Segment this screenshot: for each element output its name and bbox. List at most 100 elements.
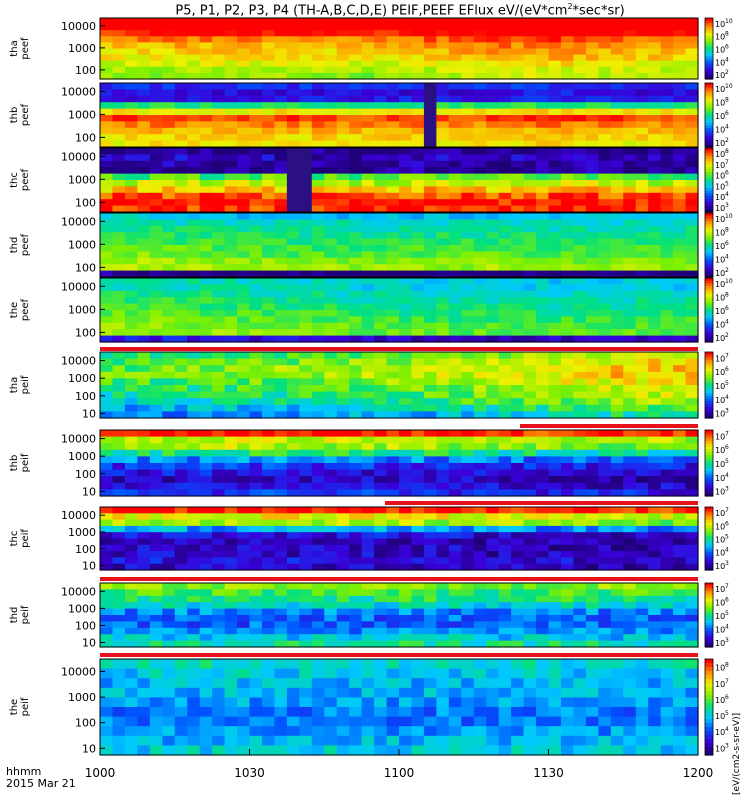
heatmap-cell: [299, 544, 313, 552]
heatmap-cell: [648, 525, 662, 533]
heatmap-cell: [660, 476, 674, 484]
heatmap-cell: [423, 365, 437, 373]
heatmap-cell: [548, 199, 562, 207]
heatmap-cell: [685, 60, 699, 68]
heatmap-cell: [673, 83, 687, 90]
heatmap-cell: [137, 30, 151, 37]
heatmap-cell: [361, 519, 375, 527]
heatmap-cell: [349, 30, 363, 37]
heatmap-cell: [112, 621, 126, 629]
heatmap-cell: [648, 180, 662, 187]
heatmap-cell: [149, 634, 163, 642]
heatmap-cell: [399, 544, 413, 552]
heatmap-cell: [573, 213, 587, 220]
heatmap-cell: [349, 391, 363, 399]
heatmap-cell: [635, 583, 649, 590]
heatmap-cell: [124, 482, 138, 490]
heatmap-cell: [560, 322, 575, 330]
heatmap-cell: [237, 411, 251, 419]
heatmap-cell: [623, 557, 637, 565]
heatmap-cell: [374, 615, 388, 622]
heatmap-cell: [237, 507, 251, 514]
heatmap-cell: [212, 513, 226, 521]
heatmap-cell: [685, 270, 699, 278]
heatmap-cell: [187, 322, 201, 330]
heatmap-cell: [673, 36, 687, 43]
heatmap-cell: [324, 225, 338, 233]
heatmap-cell: [473, 687, 487, 698]
heatmap-cell: [573, 245, 587, 252]
heatmap-cell: [361, 608, 375, 616]
heatmap-cell: [673, 489, 687, 497]
heatmap-cell: [411, 160, 425, 168]
heatmap-cell: [461, 60, 475, 68]
colorbar-segment: [705, 148, 713, 152]
heatmap-cell: [673, 602, 687, 610]
heatmap-cell: [536, 668, 550, 679]
heatmap-cell: [324, 264, 338, 272]
panel-ylabel: peef: [20, 103, 31, 126]
heatmap-cell: [386, 391, 400, 399]
heatmap-cell: [560, 358, 575, 366]
colorbar-segment: [705, 258, 713, 262]
heatmap-cell: [411, 411, 425, 419]
heatmap-cell: [286, 335, 300, 343]
colorbar-tick-exponent: 4: [725, 56, 729, 63]
heatmap-cell: [162, 532, 176, 540]
heatmap-cell: [598, 544, 612, 552]
heatmap-cell: [461, 449, 475, 457]
heatmap-cell: [249, 95, 263, 103]
heatmap-cell: [137, 659, 151, 670]
heatmap-cell: [212, 232, 226, 240]
heatmap-cell: [149, 322, 163, 330]
heatmap-cell: [673, 398, 687, 406]
colorbar-segment: [705, 507, 713, 511]
heatmap-cell: [610, 213, 624, 220]
heatmap-cell: [648, 513, 662, 521]
heatmap-cell: [112, 404, 126, 412]
heatmap-cell: [548, 358, 562, 366]
heatmap-cell: [673, 378, 687, 386]
heatmap-cell: [100, 707, 114, 718]
heatmap-cell: [423, 290, 437, 298]
heatmap-cell: [174, 205, 188, 213]
heatmap-cell: [187, 219, 201, 227]
heatmap-cell: [523, 245, 537, 252]
heatmap-cell: [436, 365, 450, 373]
heatmap-cell: [374, 436, 388, 444]
colorbar-segment: [705, 201, 713, 205]
heatmap-cell: [286, 18, 300, 25]
heatmap-cell: [187, 538, 201, 546]
colorbar-segment: [705, 543, 713, 547]
heatmap-cell: [274, 583, 288, 590]
heatmap-cell: [149, 148, 163, 155]
heatmap-cell: [573, 121, 587, 129]
heatmap-cell: [560, 264, 575, 272]
heatmap-cell: [498, 30, 512, 37]
heatmap-cell: [249, 589, 263, 597]
heatmap-cell: [511, 54, 525, 62]
heatmap-cell: [498, 219, 512, 227]
heatmap-cell: [635, 115, 649, 122]
heatmap-cell: [324, 186, 338, 194]
heatmap-cell: [299, 335, 313, 343]
heatmap-cell: [336, 251, 350, 259]
heatmap-cell: [174, 54, 188, 62]
heatmap-cell: [536, 140, 550, 148]
heatmap-cell: [336, 391, 350, 399]
heatmap-cell: [100, 678, 114, 689]
heatmap-cell: [673, 225, 687, 233]
heatmap-cell: [199, 385, 213, 393]
heatmap-cell: [635, 251, 649, 259]
heatmap-cell: [374, 449, 388, 457]
heatmap-cell: [560, 659, 575, 670]
heatmap-cell: [436, 358, 450, 366]
heatmap-cell: [324, 678, 338, 689]
heatmap-cell: [548, 60, 562, 68]
heatmap-cell: [436, 456, 450, 464]
heatmap-cell: [212, 335, 226, 343]
heatmap-cell: [623, 615, 637, 622]
heatmap-cell: [610, 489, 624, 497]
heatmap-cell: [137, 160, 151, 168]
heatmap-cell: [560, 140, 575, 148]
